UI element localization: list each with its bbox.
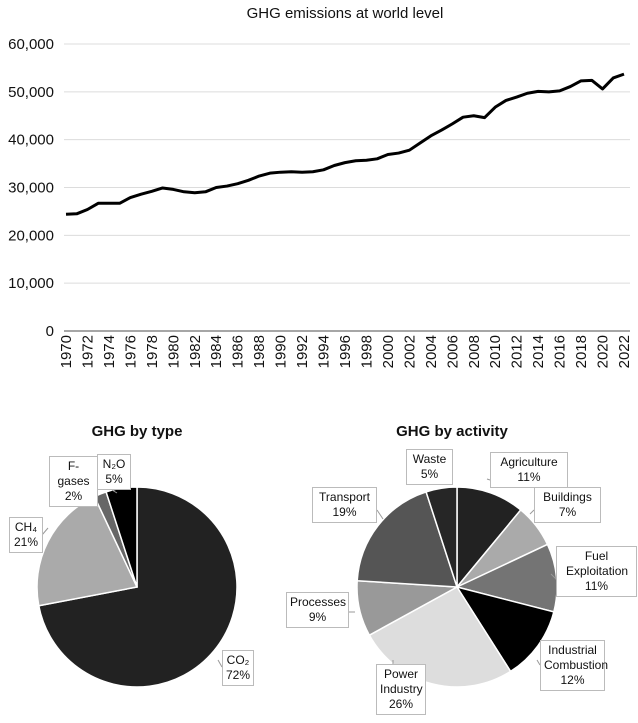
x-tick-label: 1974 bbox=[101, 335, 118, 368]
y-tick-label: 60,000 bbox=[8, 36, 54, 53]
x-tick-label: 1996 bbox=[337, 335, 354, 368]
y-tick-label: 10,000 bbox=[8, 275, 54, 292]
x-tick-label: 1988 bbox=[251, 335, 268, 368]
x-tick-label: 1990 bbox=[273, 335, 290, 368]
label-f-gases: F-gases 2% bbox=[49, 456, 98, 507]
y-tick-label: 30,000 bbox=[8, 180, 54, 197]
x-tick-label: 2014 bbox=[530, 335, 547, 368]
x-tick-label: 2018 bbox=[573, 335, 590, 368]
activity-slice-waste bbox=[425, 486, 458, 588]
x-tick-label: 2008 bbox=[466, 335, 483, 368]
type-slice-co- bbox=[37, 486, 238, 688]
x-tick-label: 2022 bbox=[616, 335, 633, 368]
label-agriculture: Agriculture 11% bbox=[490, 452, 568, 488]
activity-pie-title: GHG by activity bbox=[396, 423, 508, 440]
label-fuel-exploitation: Fuel Exploitation 11% bbox=[556, 546, 637, 597]
leader-line bbox=[536, 659, 541, 666]
y-tick-label: 0 bbox=[46, 323, 54, 340]
label-buildings: Buildings 7% bbox=[534, 487, 601, 523]
x-tick-label: 2012 bbox=[509, 335, 526, 368]
label-waste: Waste 5% bbox=[406, 449, 453, 485]
leader-line bbox=[41, 527, 49, 536]
label-industrial-combustion: Industrial Combustion 12% bbox=[540, 640, 608, 691]
leader-line bbox=[486, 478, 491, 481]
x-tick-label: 2000 bbox=[380, 335, 397, 368]
x-tick-label: 2016 bbox=[552, 335, 569, 368]
label-processes: Processes 9% bbox=[286, 592, 349, 628]
type-pie-title: GHG by type bbox=[91, 423, 183, 440]
label-transport: Transport 19% bbox=[312, 487, 377, 523]
label-co2: CO₂ 72% bbox=[222, 650, 254, 686]
x-tick-label: 1986 bbox=[230, 335, 247, 368]
x-tick-label: 1978 bbox=[144, 335, 161, 368]
x-tick-label: 2020 bbox=[595, 335, 612, 368]
x-tick-label: 1970 bbox=[58, 335, 75, 368]
y-tick-label: 20,000 bbox=[8, 227, 54, 244]
x-tick-label: 1980 bbox=[165, 335, 182, 368]
label-n2o: N₂O 5% bbox=[97, 454, 131, 490]
x-tick-label: 2006 bbox=[444, 335, 461, 368]
y-tick-label: 40,000 bbox=[8, 132, 54, 149]
x-tick-label: 2010 bbox=[487, 335, 504, 368]
x-tick-label: 2002 bbox=[401, 335, 418, 368]
leader-line bbox=[376, 509, 384, 520]
leader-line bbox=[217, 659, 223, 668]
label-ch4: CH₄ 21% bbox=[9, 517, 43, 553]
x-tick-label: 1982 bbox=[187, 335, 204, 368]
leader-line bbox=[529, 509, 535, 515]
activity-slice-industrial-combustion bbox=[455, 585, 555, 673]
emissions-line bbox=[65, 72, 625, 216]
activity-slice-transport bbox=[356, 490, 459, 588]
activity-slice-power-industry bbox=[368, 586, 512, 688]
leader-line bbox=[111, 489, 118, 494]
label-power-industry: Power Industry 26% bbox=[376, 664, 426, 715]
x-tick-label: 1984 bbox=[208, 335, 225, 368]
x-tick-label: 1994 bbox=[316, 335, 333, 368]
y-tick-label: 50,000 bbox=[8, 84, 54, 101]
x-tick-label: 1998 bbox=[358, 335, 375, 368]
activity-slice-agriculture bbox=[456, 486, 522, 590]
x-tick-label: 1992 bbox=[294, 335, 311, 368]
x-tick-label: 1976 bbox=[122, 335, 139, 368]
x-tick-label: 1972 bbox=[79, 335, 96, 368]
line-chart-title: GHG emissions at world level bbox=[246, 5, 444, 22]
x-tick-label: 2004 bbox=[423, 335, 440, 368]
